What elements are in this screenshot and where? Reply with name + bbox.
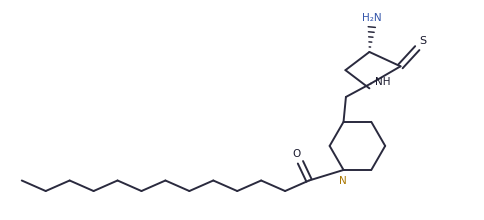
Text: H₂N: H₂N bbox=[361, 13, 381, 23]
Text: N: N bbox=[338, 176, 346, 186]
Text: O: O bbox=[292, 149, 300, 159]
Text: NH: NH bbox=[374, 77, 389, 87]
Text: S: S bbox=[419, 36, 426, 46]
